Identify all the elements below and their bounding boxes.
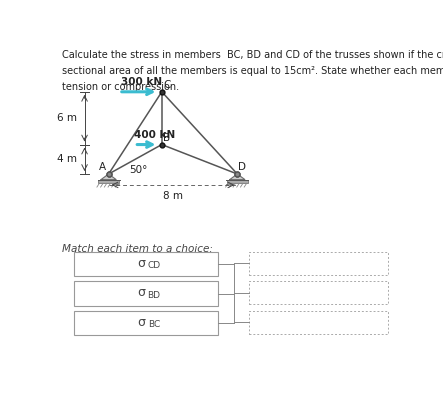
Bar [249,251,389,275]
Polygon shape [230,174,245,180]
Text: BD: BD [148,291,160,299]
Text: 50°: 50° [129,165,148,175]
Text: 6 m: 6 m [57,113,77,123]
Text: D: D [238,162,246,172]
Bar [74,251,218,276]
Text: σ: σ [137,286,145,299]
Polygon shape [101,174,116,180]
Text: 400 kN: 400 kN [134,130,175,140]
Bar [98,180,119,183]
Text: 4 m: 4 m [57,154,77,164]
Text: CD: CD [148,261,160,270]
Text: BC: BC [148,320,160,329]
Text: σ: σ [137,257,145,270]
Text: Calculate the stress in members  BC, BD and CD of the trusses shown if the cross: Calculate the stress in members BC, BD a… [62,50,443,60]
Bar [249,281,389,304]
Bar [74,311,218,335]
Text: tension or compression.: tension or compression. [62,82,179,92]
Text: B: B [163,133,171,143]
Bar [249,311,389,334]
Text: C: C [163,80,171,90]
Text: sectional area of all the members is equal to 15cm². State whether each member i: sectional area of all the members is equ… [62,66,443,76]
Text: 300 kN: 300 kN [120,77,162,87]
Text: Match each item to a choice:: Match each item to a choice: [62,244,213,254]
Bar [227,180,248,183]
Text: A: A [99,162,106,172]
Text: 8 m: 8 m [163,191,183,201]
Bar [74,281,218,306]
Text: σ: σ [137,316,145,328]
